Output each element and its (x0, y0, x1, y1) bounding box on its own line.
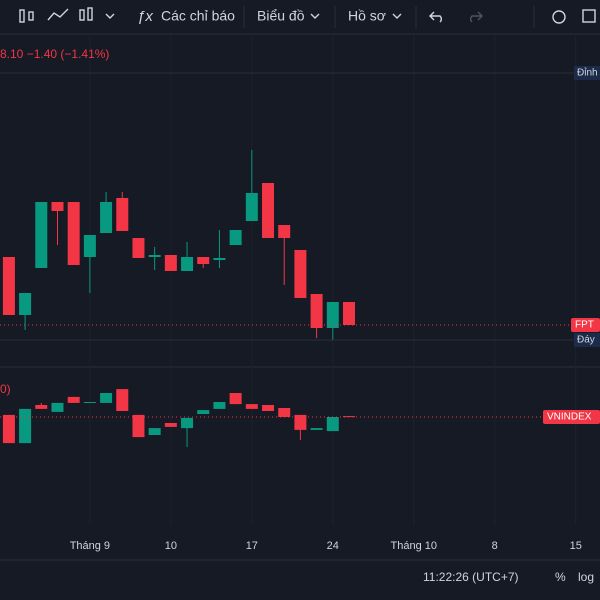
candle-body (148, 255, 161, 257)
legend: 0) (0, 382, 11, 396)
candle-body (164, 423, 177, 427)
candle-body (310, 294, 323, 328)
candle-body (262, 183, 275, 238)
chevron[interactable] (310, 13, 320, 19)
toolbar: ƒx Các chỉ báo Biểu đồ Hồ sơ (0, 6, 600, 35)
candle-body (310, 428, 323, 430)
chart-button[interactable]: Biểu đồ (257, 8, 305, 24)
price-label-bg (571, 318, 600, 332)
candle-body (83, 402, 96, 403)
log-toggle[interactable]: log (578, 570, 594, 584)
candle-body (229, 230, 242, 245)
chevron[interactable] (392, 13, 402, 19)
x-tick-label: 17 (246, 540, 258, 552)
candle-body (245, 404, 258, 409)
candles-icon[interactable] (19, 9, 34, 23)
candle-body (116, 198, 129, 231)
fullscreen-icon[interactable] (582, 9, 596, 23)
candle-body (148, 428, 161, 435)
candle-body (278, 408, 291, 417)
candle-body (100, 202, 113, 233)
candle-body (197, 257, 210, 264)
x-tick-label: 15 (570, 540, 582, 552)
chevron[interactable] (105, 13, 115, 19)
symbol-label: FPT (575, 320, 594, 331)
candle-body (35, 202, 48, 268)
legend: 8.10 −1.40 (−1.41%) (0, 47, 109, 61)
candle-body (35, 405, 48, 409)
candle-body (229, 393, 242, 405)
range-label-bg (574, 333, 600, 347)
range-label: Đỉnh (577, 67, 598, 79)
indicators-button[interactable]: Các chỉ báo (161, 8, 235, 24)
candle-body (19, 408, 32, 444)
x-tick-label: 10 (165, 540, 177, 552)
settings-icon[interactable] (552, 10, 566, 24)
candle-body (19, 293, 32, 315)
line-icon[interactable] (47, 8, 69, 21)
x-tick-label: 8 (492, 540, 498, 552)
bars-icon[interactable] (79, 7, 93, 21)
candle-body (83, 235, 96, 257)
symbol-label: VNINDEX (547, 412, 592, 423)
candle-body (100, 393, 113, 403)
candle-body (181, 417, 194, 429)
candle-body (51, 402, 64, 412)
candle-body (132, 238, 145, 258)
percent-toggle[interactable]: % (555, 570, 566, 584)
redo-icon[interactable] (470, 11, 483, 23)
range-label: Đáy (577, 335, 595, 346)
candle-body (181, 257, 194, 271)
candle-body (294, 414, 307, 430)
x-tick-label: Tháng 9 (70, 540, 110, 552)
candle-body (262, 405, 275, 411)
candle-body (2, 257, 15, 315)
candle-body (116, 389, 129, 411)
candle-body (294, 250, 307, 298)
candle-body (342, 302, 355, 325)
candle-body (278, 225, 291, 238)
candle-body (67, 396, 80, 403)
candle-body (245, 193, 258, 221)
candle-body (51, 202, 64, 211)
candle-body (213, 402, 226, 409)
candle-body (2, 414, 15, 444)
x-tick-label: 24 (327, 540, 339, 552)
candle-body (67, 202, 80, 265)
undo-icon[interactable] (429, 11, 442, 23)
clock: 11:22:26 (UTC+7) (423, 570, 519, 584)
candle-body (132, 414, 145, 438)
candle-body (326, 302, 339, 328)
candle-body (164, 255, 177, 271)
candle-body (326, 417, 339, 432)
candle-body (197, 410, 210, 414)
x-tick-label: Tháng 10 (391, 540, 437, 552)
profile-button[interactable]: Hồ sơ (348, 8, 386, 24)
price-label-bg (543, 410, 600, 424)
fx-icon[interactable]: ƒx (137, 8, 153, 25)
candle-body (213, 258, 226, 260)
range-label-bg (574, 66, 600, 80)
